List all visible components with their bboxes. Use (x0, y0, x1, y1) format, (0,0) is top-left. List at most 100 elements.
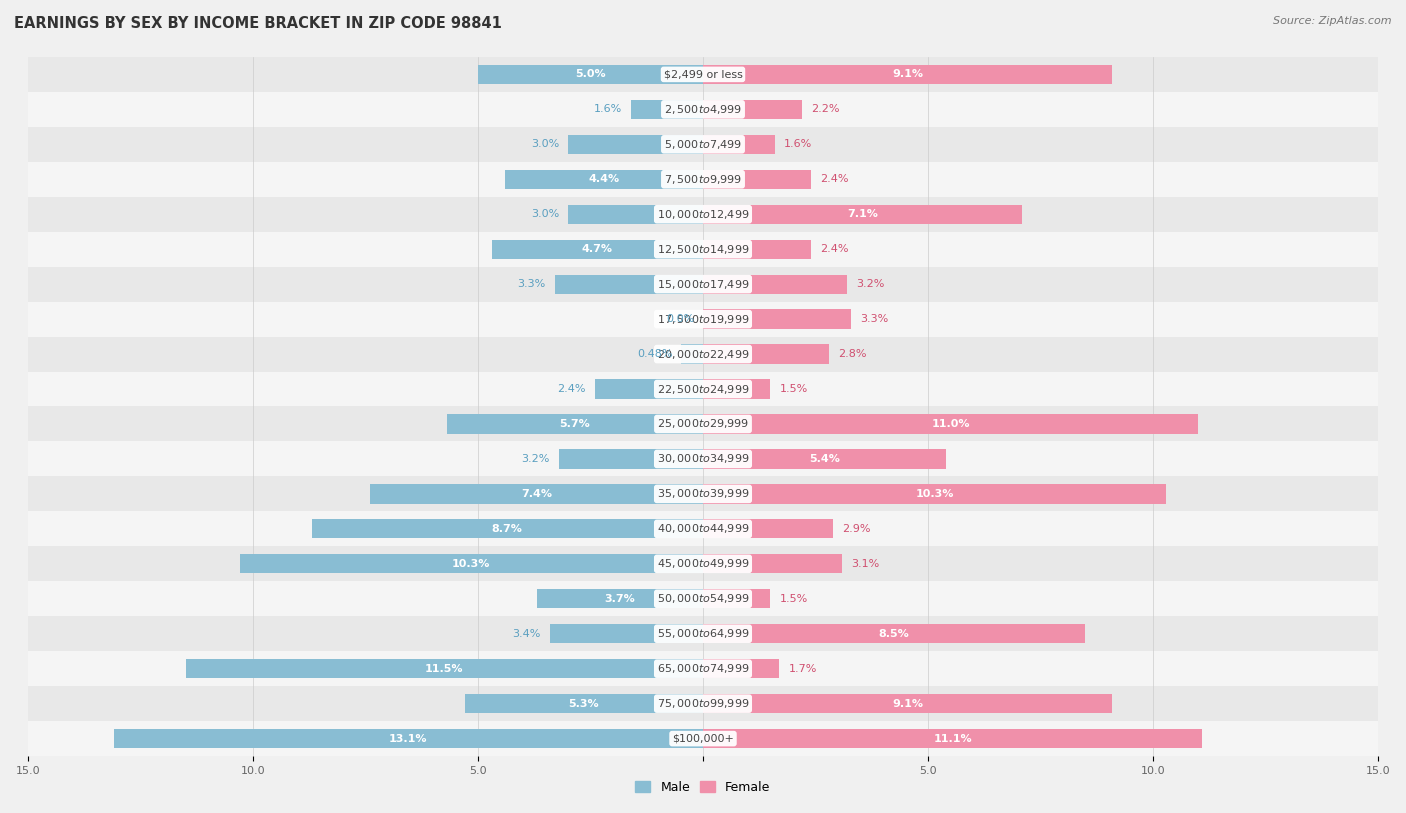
Text: $20,000 to $22,499: $20,000 to $22,499 (657, 348, 749, 360)
Text: $15,000 to $17,499: $15,000 to $17,499 (657, 278, 749, 290)
Bar (703, 589, 770, 608)
Text: 2.8%: 2.8% (838, 349, 866, 359)
Text: $45,000 to $49,999: $45,000 to $49,999 (657, 558, 749, 570)
Bar (560, 450, 703, 468)
Bar (505, 170, 703, 189)
Text: $17,500 to $19,999: $17,500 to $19,999 (657, 313, 749, 325)
Text: $55,000 to $64,999: $55,000 to $64,999 (657, 628, 749, 640)
Bar (28, 546, 1378, 581)
Text: 1.7%: 1.7% (789, 663, 817, 674)
Bar (239, 554, 703, 573)
Text: $65,000 to $74,999: $65,000 to $74,999 (657, 663, 749, 675)
Bar (703, 450, 946, 468)
Text: 3.0%: 3.0% (531, 209, 560, 220)
Bar (447, 415, 703, 433)
Text: $7,500 to $9,999: $7,500 to $9,999 (664, 173, 742, 185)
Text: 11.0%: 11.0% (931, 419, 970, 429)
Bar (28, 197, 1378, 232)
Text: 3.3%: 3.3% (517, 279, 546, 289)
Bar (703, 520, 834, 538)
Text: $35,000 to $39,999: $35,000 to $39,999 (657, 488, 749, 500)
Bar (537, 589, 703, 608)
Bar (28, 232, 1378, 267)
Bar (703, 310, 852, 328)
Text: 3.3%: 3.3% (860, 314, 889, 324)
Bar (703, 170, 811, 189)
Bar (370, 485, 703, 503)
Text: 8.5%: 8.5% (879, 628, 910, 639)
Text: $40,000 to $44,999: $40,000 to $44,999 (657, 523, 749, 535)
Text: 4.7%: 4.7% (582, 244, 613, 254)
Bar (703, 240, 811, 259)
Text: $5,000 to $7,499: $5,000 to $7,499 (664, 138, 742, 150)
Text: 7.4%: 7.4% (522, 489, 553, 499)
Bar (550, 624, 703, 643)
Text: 9.1%: 9.1% (893, 69, 924, 80)
Bar (28, 651, 1378, 686)
Text: 11.1%: 11.1% (934, 733, 972, 744)
Bar (28, 267, 1378, 302)
Text: 2.4%: 2.4% (558, 384, 586, 394)
Text: 3.2%: 3.2% (522, 454, 550, 464)
Bar (492, 240, 703, 259)
Text: 2.9%: 2.9% (842, 524, 870, 534)
Bar (703, 485, 1167, 503)
Text: 3.0%: 3.0% (531, 139, 560, 150)
Text: 3.1%: 3.1% (852, 559, 880, 569)
Text: $25,000 to $29,999: $25,000 to $29,999 (657, 418, 749, 430)
Text: 1.6%: 1.6% (785, 139, 813, 150)
Text: EARNINGS BY SEX BY INCOME BRACKET IN ZIP CODE 98841: EARNINGS BY SEX BY INCOME BRACKET IN ZIP… (14, 16, 502, 31)
Text: 0.48%: 0.48% (637, 349, 672, 359)
Bar (703, 694, 1112, 713)
Text: 3.4%: 3.4% (513, 628, 541, 639)
Bar (703, 275, 846, 293)
Text: 4.4%: 4.4% (589, 174, 620, 185)
Bar (703, 100, 801, 119)
Bar (28, 57, 1378, 92)
Bar (28, 581, 1378, 616)
Text: 10.3%: 10.3% (453, 559, 491, 569)
Text: $2,500 to $4,999: $2,500 to $4,999 (664, 103, 742, 115)
Text: 8.7%: 8.7% (492, 524, 523, 534)
Text: 5.3%: 5.3% (568, 698, 599, 709)
Bar (28, 511, 1378, 546)
Bar (568, 205, 703, 224)
Text: 2.2%: 2.2% (811, 104, 839, 115)
Text: 1.6%: 1.6% (593, 104, 621, 115)
Text: $12,500 to $14,999: $12,500 to $14,999 (657, 243, 749, 255)
Text: 3.2%: 3.2% (856, 279, 884, 289)
Text: 7.1%: 7.1% (848, 209, 879, 220)
Bar (703, 729, 1202, 748)
Text: 13.1%: 13.1% (389, 733, 427, 744)
Text: $50,000 to $54,999: $50,000 to $54,999 (657, 593, 749, 605)
Bar (28, 441, 1378, 476)
Bar (28, 92, 1378, 127)
Bar (703, 65, 1112, 84)
Text: 3.7%: 3.7% (605, 593, 636, 604)
Bar (114, 729, 703, 748)
Text: $75,000 to $99,999: $75,000 to $99,999 (657, 698, 749, 710)
Bar (186, 659, 703, 678)
Text: 1.5%: 1.5% (779, 593, 807, 604)
Bar (28, 162, 1378, 197)
Text: 5.0%: 5.0% (575, 69, 606, 80)
Bar (28, 337, 1378, 372)
Text: $2,499 or less: $2,499 or less (664, 69, 742, 80)
Bar (478, 65, 703, 84)
Legend: Male, Female: Male, Female (630, 776, 776, 799)
Bar (28, 686, 1378, 721)
Bar (703, 415, 1198, 433)
Bar (568, 135, 703, 154)
Text: 11.5%: 11.5% (425, 663, 464, 674)
Text: $100,000+: $100,000+ (672, 733, 734, 744)
Bar (28, 721, 1378, 756)
Text: 5.4%: 5.4% (808, 454, 839, 464)
Text: 2.4%: 2.4% (820, 244, 848, 254)
Bar (28, 406, 1378, 441)
Text: $30,000 to $34,999: $30,000 to $34,999 (657, 453, 749, 465)
Bar (703, 345, 830, 363)
Bar (703, 380, 770, 398)
Text: 0.0%: 0.0% (666, 314, 695, 324)
Text: Source: ZipAtlas.com: Source: ZipAtlas.com (1274, 16, 1392, 26)
Text: 5.7%: 5.7% (560, 419, 591, 429)
